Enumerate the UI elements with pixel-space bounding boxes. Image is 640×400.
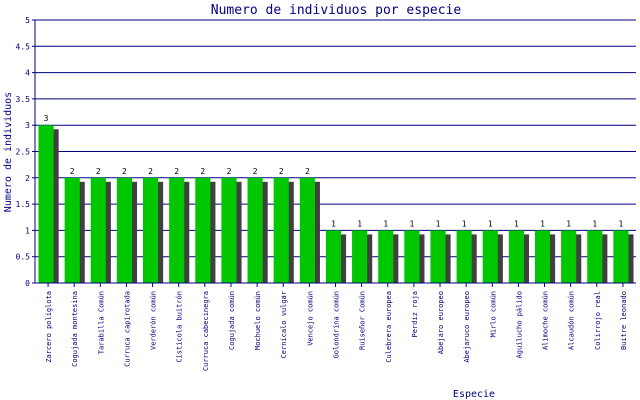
y-axis-label: Numero de individuos xyxy=(3,92,14,212)
y-tick-label: 4 xyxy=(25,69,30,78)
y-tick-label: 1.5 xyxy=(16,200,31,209)
x-tick-label: Cisticola buitrón xyxy=(176,291,184,363)
y-tick-label: 2.5 xyxy=(16,148,31,157)
data-label: 2 xyxy=(279,167,284,176)
x-tick-label: Buitre leonado xyxy=(620,291,628,350)
y-tick-label: 5 xyxy=(25,16,30,25)
data-label: 2 xyxy=(305,167,310,176)
bar xyxy=(90,177,106,283)
data-label: 1 xyxy=(514,219,519,228)
labels: 0 0.5 1 1.5 2 2.5 3 3.5 4 4.5 5 3 Zarcero políglota 2… xyxy=(16,16,628,371)
data-label: 1 xyxy=(462,219,467,228)
x-tick-label: Aguilucho pálido xyxy=(515,291,523,358)
x-tick-label: Cogujada montesina xyxy=(71,291,79,367)
y-tick-label: 4.5 xyxy=(16,42,31,51)
bar xyxy=(38,125,54,283)
bar xyxy=(613,230,629,283)
x-tick-label: Verderón común xyxy=(150,291,158,350)
data-label: 2 xyxy=(96,167,101,176)
x-tick-label: Cogujada común xyxy=(228,291,236,350)
data-label: 1 xyxy=(436,219,441,228)
bar xyxy=(534,230,551,283)
data-label: 1 xyxy=(566,219,571,228)
bar xyxy=(404,230,420,283)
x-tick-label: Curruca capirotada xyxy=(123,291,131,367)
x-tick-label: Ruiseñor Común xyxy=(359,291,367,350)
bar xyxy=(561,230,577,283)
data-label: 1 xyxy=(488,219,493,228)
x-tick-label: Colirrojo real xyxy=(594,291,602,350)
x-axis-label: Especie xyxy=(453,389,495,400)
data-label: 1 xyxy=(409,219,414,228)
bar xyxy=(352,230,368,283)
y-tick-label: 0.5 xyxy=(16,253,31,262)
bar xyxy=(482,230,498,283)
x-tick-label: Mochuelo común xyxy=(254,291,262,350)
bar xyxy=(116,177,133,283)
bar xyxy=(456,230,472,283)
y-tick-label: 3 xyxy=(25,121,30,130)
bar xyxy=(430,230,446,283)
bar xyxy=(587,230,603,283)
x-tick-label: Alcaudón común xyxy=(568,291,576,350)
bar xyxy=(221,177,237,283)
bar xyxy=(325,230,342,283)
x-tick-label: Curruca cabecinegra xyxy=(202,291,210,371)
y-tick-label: 1 xyxy=(25,226,30,235)
data-label: 2 xyxy=(253,167,258,176)
bar xyxy=(195,177,211,283)
y-tick-label: 2 xyxy=(25,174,30,183)
data-label: 1 xyxy=(357,219,362,228)
data-label: 3 xyxy=(44,114,49,123)
bar xyxy=(378,230,394,283)
bar xyxy=(143,177,159,283)
bars xyxy=(38,125,634,283)
data-label: 1 xyxy=(331,219,336,228)
chart-title: Numero de individuos por especie xyxy=(211,3,462,18)
y-tick-label: 0 xyxy=(25,279,30,288)
x-tick-label: Perdiz roja xyxy=(411,291,419,337)
bar xyxy=(508,230,524,283)
x-tick-label: Golondrina común xyxy=(333,291,341,358)
bar xyxy=(169,177,185,283)
x-tick-label: Mirlo común xyxy=(489,291,497,337)
x-tick-label: Alimoche común xyxy=(542,291,550,350)
y-tick-label: 3.5 xyxy=(16,95,31,104)
bar xyxy=(299,177,315,283)
x-tick-label: Cernícalo vulgar xyxy=(280,291,288,358)
data-label: 2 xyxy=(148,167,153,176)
data-label: 1 xyxy=(383,219,388,228)
x-tick-label: Tarabilla Común xyxy=(97,291,105,354)
x-tick-label: Abejaro europeo xyxy=(437,291,445,354)
data-label: 1 xyxy=(619,219,624,228)
axes xyxy=(32,19,636,287)
data-label: 2 xyxy=(122,167,127,176)
x-tick-label: Abejaruco europeo xyxy=(463,291,471,363)
data-label: 1 xyxy=(540,219,545,228)
x-tick-label: Zarcero políglota xyxy=(45,291,53,363)
bar xyxy=(247,177,263,283)
data-label: 2 xyxy=(200,167,205,176)
bar xyxy=(273,177,289,283)
x-tick-label: Vencejo común xyxy=(306,291,314,346)
data-label: 2 xyxy=(227,167,232,176)
data-label: 2 xyxy=(70,167,75,176)
data-label: 1 xyxy=(592,219,597,228)
bar xyxy=(64,177,80,283)
x-tick-label: Culebrera europea xyxy=(385,291,393,363)
data-label: 2 xyxy=(174,167,179,176)
